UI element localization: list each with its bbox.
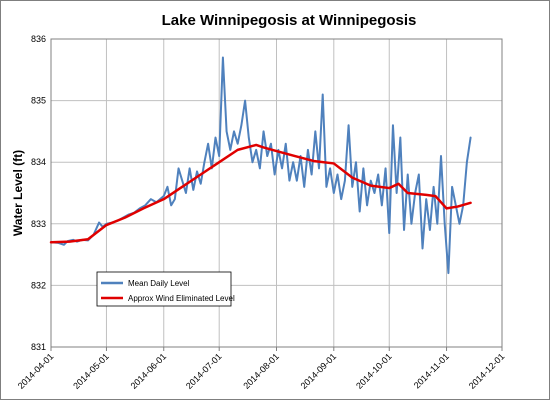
legend: Mean Daily Level Approx Wind Eliminated … (96, 271, 235, 307)
wind-eliminated-level-line (49, 143, 472, 244)
mean-daily-level-line (50, 56, 472, 275)
x-tick-label: 2014-06-01 (129, 351, 169, 391)
chart-title: Lake Winnipegosis at Winnipegosis (162, 12, 417, 29)
x-tick-label: 2014-04-01 (16, 351, 56, 391)
x-tick-label: 2014-11-01 (412, 351, 451, 390)
series-layer (49, 56, 472, 275)
legend-label-wind-eliminated-level: Approx Wind Eliminated Level (128, 294, 235, 303)
x-tick-label: 2014-05-01 (71, 351, 111, 391)
y-tick-label: 831 (31, 342, 46, 352)
y-tick-label: 836 (31, 34, 46, 44)
tick-labels: 831 832 833 834 835 836 2014-04-01 2014-05-01 20… (16, 34, 507, 391)
x-tick-label: 2014-10-01 (354, 351, 394, 391)
axes (50, 38, 503, 351)
x-tick-label: 2014-12-01 (467, 351, 507, 391)
y-tick-label: 834 (31, 157, 46, 167)
y-tick-label: 832 (31, 280, 46, 290)
y-tick-label: 833 (31, 219, 46, 229)
y-axis-label: Water Level (ft) (11, 150, 25, 236)
legend-label-mean-daily-level: Mean Daily Level (128, 279, 190, 288)
x-tick-label: 2014-08-01 (241, 351, 281, 391)
x-tick-label: 2014-07-01 (184, 351, 224, 391)
y-tick-label: 835 (31, 96, 46, 106)
x-tick-label: 2014-09-01 (299, 351, 339, 391)
legend-box (96, 271, 232, 307)
plot-area-border (50, 38, 503, 348)
